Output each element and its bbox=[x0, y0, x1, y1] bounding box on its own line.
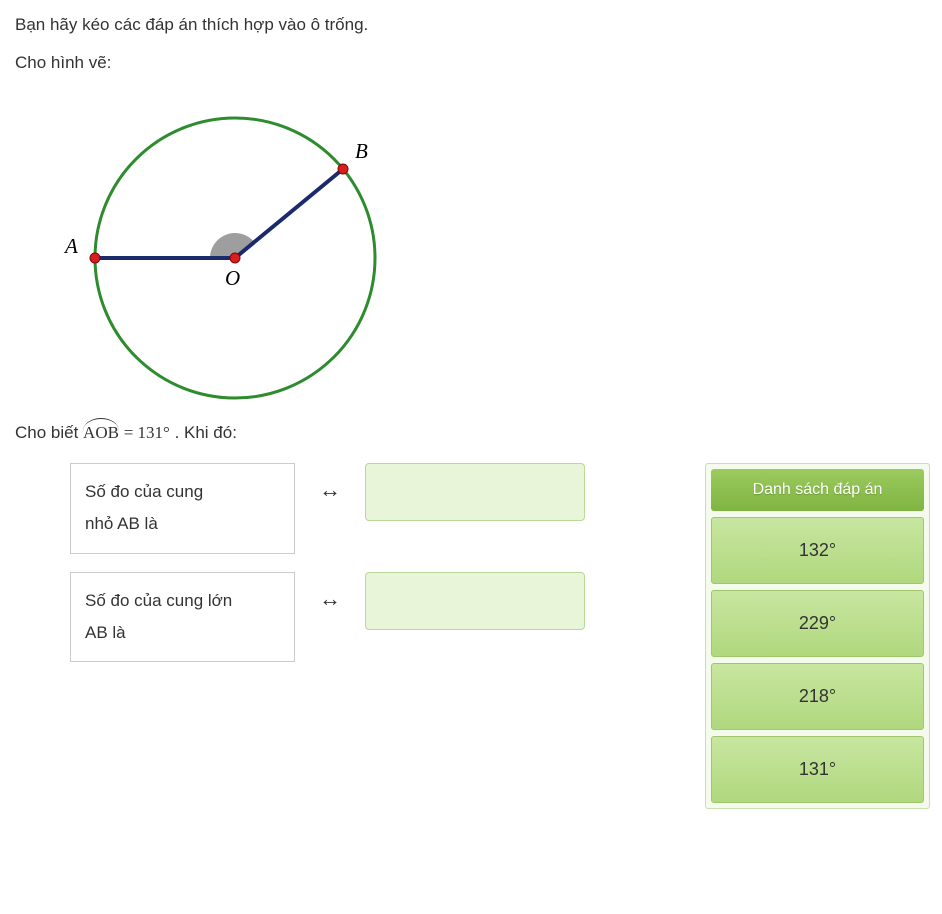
prompt-box-1: Số đo của cung nhỏ AB là bbox=[70, 463, 295, 554]
answers-column: Danh sách đáp án 132° 229° 218° 131° bbox=[705, 463, 930, 809]
match-arrow-1: ↔ bbox=[295, 463, 365, 503]
sub-instruction-text: Cho hình vẽ: bbox=[15, 53, 927, 73]
instruction-text: Bạn hãy kéo các đáp án thích hợp vào ô t… bbox=[15, 15, 927, 35]
match-arrow-2: ↔ bbox=[295, 572, 365, 612]
prompt2-line1: Số đo của cung lớn bbox=[85, 585, 280, 617]
diagram-container: A B O bbox=[35, 83, 927, 418]
prompt1-line2: nhỏ AB là bbox=[85, 508, 280, 540]
given-info: Cho biết AOB = 131° . Khi đó: bbox=[15, 423, 927, 443]
answer-panel: Danh sách đáp án 132° 229° 218° 131° bbox=[705, 463, 930, 809]
prompt1-line1: Số đo của cung bbox=[85, 476, 280, 508]
answer-list-header: Danh sách đáp án bbox=[711, 469, 924, 511]
drop-zone-2[interactable] bbox=[365, 572, 585, 630]
angle-value: = 131° bbox=[124, 423, 170, 442]
answer-chip[interactable]: 218° bbox=[711, 663, 924, 730]
answer-chip[interactable]: 131° bbox=[711, 736, 924, 803]
svg-text:B: B bbox=[355, 139, 368, 163]
answer-chip[interactable]: 132° bbox=[711, 517, 924, 584]
given-prefix: Cho biết bbox=[15, 423, 83, 442]
answer-chip[interactable]: 229° bbox=[711, 590, 924, 657]
match-row-2: Số đo của cung lớn AB là ↔ bbox=[70, 572, 635, 663]
angle-name: AOB bbox=[83, 423, 119, 443]
geometry-diagram: A B O bbox=[35, 83, 415, 413]
prompt2-line2: AB là bbox=[85, 617, 280, 649]
prompt-box-2: Số đo của cung lớn AB là bbox=[70, 572, 295, 663]
svg-text:O: O bbox=[225, 266, 240, 290]
given-suffix: . Khi đó: bbox=[175, 423, 237, 442]
drop-zone-1[interactable] bbox=[365, 463, 585, 521]
match-row-1: Số đo của cung nhỏ AB là ↔ bbox=[70, 463, 635, 554]
main-area: Số đo của cung nhỏ AB là ↔ Số đo của cun… bbox=[15, 463, 927, 809]
svg-text:A: A bbox=[63, 234, 78, 258]
match-column: Số đo của cung nhỏ AB là ↔ Số đo của cun… bbox=[15, 463, 635, 680]
